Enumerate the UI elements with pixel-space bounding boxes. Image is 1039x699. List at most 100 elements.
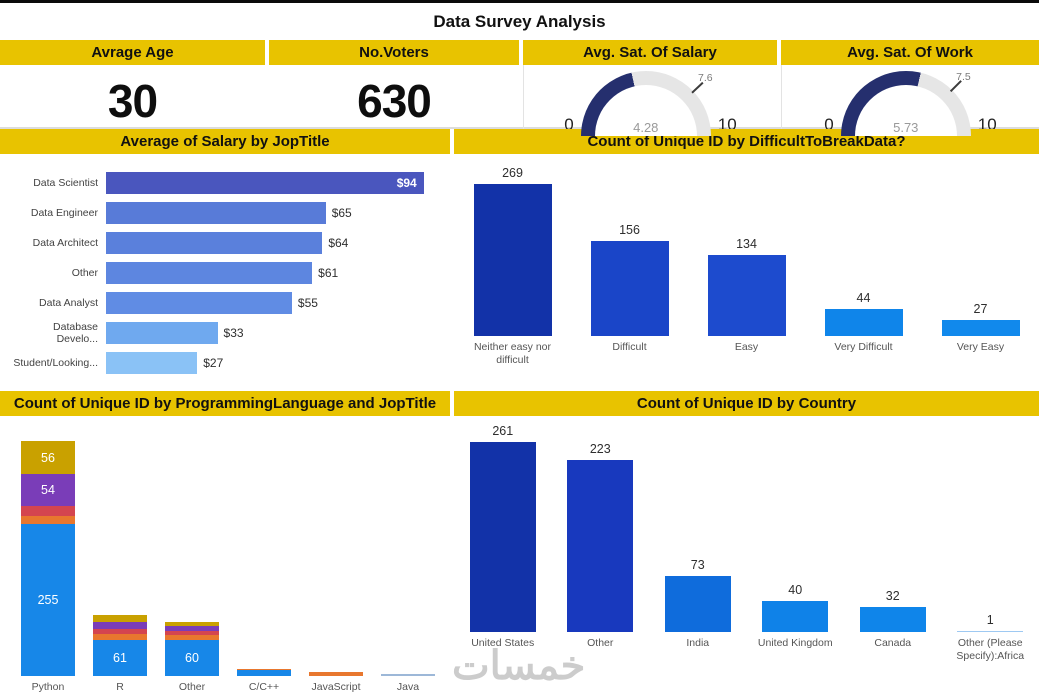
segment-blue[interactable]: 255	[21, 524, 75, 676]
segment-crimson[interactable]	[93, 629, 147, 634]
language-stacked-chart: 255 54 56 Python 61 R 60 Other C/C++ JavaScript Ja…	[0, 416, 450, 697]
value-label: 134	[736, 237, 757, 251]
value-label: 223	[589, 442, 611, 456]
segment-blue[interactable]	[237, 670, 291, 676]
bar-Database Develo...[interactable]	[106, 322, 218, 344]
segment-blue[interactable]: 60	[165, 640, 219, 676]
bar-group: 60 Other	[156, 438, 228, 694]
bar-plot: 27	[941, 166, 1020, 336]
stacked-bar-C/C++[interactable]	[237, 669, 291, 676]
segment-label: 61	[113, 651, 127, 665]
segment-purple[interactable]: 54	[21, 474, 75, 506]
bar-row: Student/Looking... $27	[10, 348, 444, 378]
bar-Very Easy[interactable]	[941, 320, 1020, 336]
segment-orange[interactable]	[237, 669, 291, 670]
bar-Canada[interactable]	[859, 607, 926, 632]
bar-group: Java	[372, 438, 444, 694]
bar-Easy[interactable]	[707, 255, 786, 336]
segment-gold[interactable]	[165, 622, 219, 626]
gauge-value: 4.28	[633, 120, 659, 135]
bar-track: $55	[106, 292, 444, 314]
category-label: Easy	[734, 341, 759, 353]
category-label: Data Scientist	[33, 177, 98, 189]
segment-label: 54	[41, 483, 55, 497]
bar-plot: 32	[859, 424, 926, 632]
bar-plot	[309, 438, 363, 676]
bar-Other[interactable]	[106, 262, 313, 284]
charts-row-2: 255 54 56 Python 61 R 60 Other C/C++ JavaScript Ja…	[0, 416, 1039, 697]
segment-orange[interactable]	[309, 672, 363, 676]
bar-Data Engineer[interactable]	[106, 202, 326, 224]
category-label: India	[686, 637, 710, 649]
bar-Data Analyst[interactable]	[106, 292, 292, 314]
bar-group: 134 Easy	[688, 166, 805, 354]
stacked-bar-Python[interactable]: 255 54 56	[21, 441, 75, 676]
bar-United States[interactable]	[469, 442, 536, 632]
bar-group: 73 India	[649, 424, 747, 650]
segment-purple[interactable]	[165, 626, 219, 631]
category-label: Data Architect	[32, 237, 98, 249]
voters-value: 630	[357, 74, 432, 127]
bar-row: Data Scientist $94	[10, 168, 444, 198]
segment-steel[interactable]	[381, 674, 435, 676]
bar-group: 40 United Kingdom	[747, 424, 845, 650]
segment-label: 60	[185, 651, 199, 665]
segment-gold[interactable]	[93, 615, 147, 622]
salary-by-jobtitle-chart: Data Scientist $94 Data Engineer $65 Data Ar…	[0, 154, 450, 391]
category-label: Other	[587, 637, 614, 649]
bar-Very Difficult[interactable]	[824, 309, 903, 336]
bar-Data Architect[interactable]	[106, 232, 323, 254]
value-label: 156	[619, 223, 640, 237]
bar-plot: 1	[957, 424, 1024, 632]
category-label: Data Analyst	[39, 297, 98, 309]
bar-group: JavaScript	[300, 438, 372, 694]
bar-group: 32 Canada	[844, 424, 942, 650]
segment-orange[interactable]	[21, 516, 75, 524]
bar-group: 255 54 56 Python	[12, 438, 84, 694]
gauge-arc: 5.73 7.5	[840, 70, 971, 137]
page-title: Data Survey Analysis	[433, 11, 606, 31]
stacked-bar-Other[interactable]: 60	[165, 622, 219, 676]
kpi-card-gauge-salary[interactable]: 0 4.28 7.6 10	[523, 65, 777, 137]
value-label: 44	[856, 291, 871, 305]
category-label: Other	[178, 681, 206, 693]
kpi-card-gauge-work[interactable]: 0 5.73 7.5 10	[781, 65, 1039, 137]
gauge-target-label: 7.6	[697, 72, 713, 85]
bar-Neither easy nor difficult[interactable]	[473, 184, 552, 336]
segment-purple[interactable]	[93, 622, 147, 629]
bar-track: $64	[106, 232, 444, 254]
segment-blue[interactable]: 61	[93, 640, 147, 676]
segment-crimson[interactable]	[21, 506, 75, 516]
bar-group: 44 Very Difficult	[805, 166, 922, 354]
stacked-bar-R[interactable]: 61	[93, 615, 147, 676]
segment-gold[interactable]: 56	[21, 441, 75, 474]
bar-India[interactable]	[664, 576, 731, 632]
bar-Student/Looking...[interactable]	[106, 352, 198, 374]
value-label: $64	[328, 236, 349, 250]
kpi-value-row: 30 630 0 4.28 7.6 10 0 5.73 7.5 10	[0, 65, 1039, 137]
bar-Data Scientist[interactable]: $94	[106, 172, 424, 194]
bar-Other[interactable]	[567, 460, 634, 632]
category-label: Neither easy nor difficult	[473, 341, 552, 367]
country-chart-title: Count of Unique ID by Country	[454, 391, 1039, 416]
gauge-target-label: 7.5	[956, 70, 971, 83]
bar-Difficult[interactable]	[590, 241, 669, 336]
segment-crimson[interactable]	[165, 631, 219, 635]
kpi-header-sat-work: Avg. Sat. Of Work	[781, 40, 1039, 65]
kpi-header-average-age: Avrage Age	[0, 40, 265, 65]
bar-row: Other $61	[10, 258, 444, 288]
bar-plot	[381, 438, 435, 676]
bar-plot: 44	[824, 166, 903, 336]
bar-plot: 223	[567, 424, 634, 632]
value-label: 269	[502, 166, 523, 180]
bar-Other (Please Specify):Africa[interactable]	[957, 631, 1024, 632]
kpi-card-voters[interactable]: 630	[269, 65, 519, 136]
segment-orange[interactable]	[93, 634, 147, 640]
bar-United Kingdom[interactable]	[762, 601, 829, 632]
segment-orange[interactable]	[165, 635, 219, 640]
bar-group: 61 R	[84, 438, 156, 694]
bar-track: $94	[106, 172, 444, 194]
kpi-card-average-age[interactable]: 30	[0, 65, 265, 136]
stacked-bar-JavaScript[interactable]	[309, 672, 363, 676]
stacked-bar-Java[interactable]	[381, 674, 435, 676]
